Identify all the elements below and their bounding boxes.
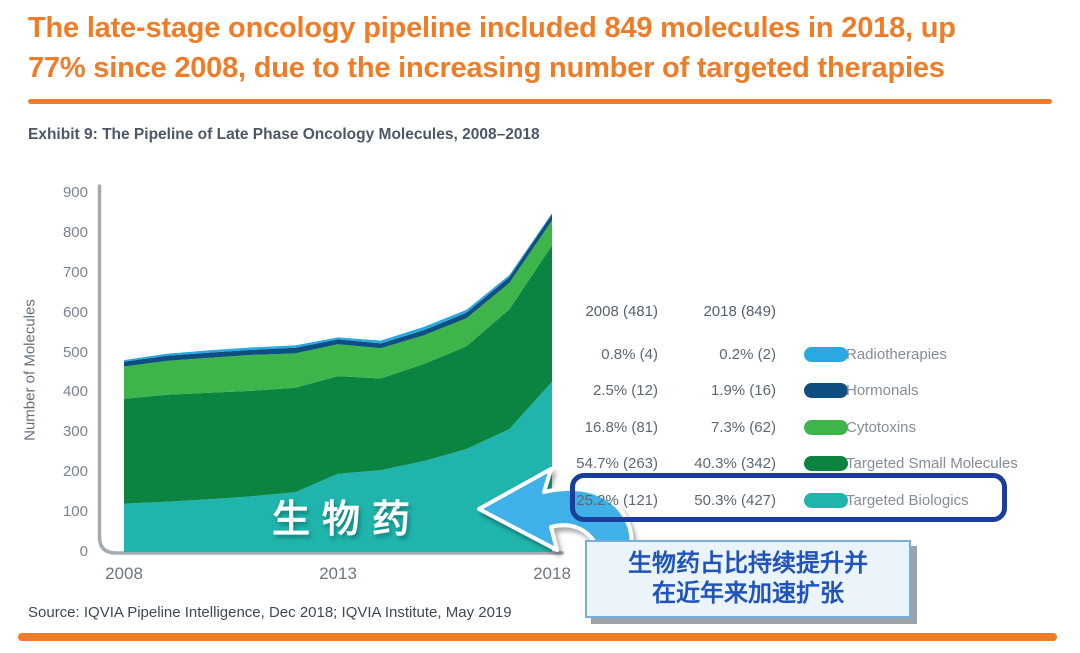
legend-label: Targeted Biologics (846, 491, 969, 509)
axis-lines (97, 184, 564, 555)
callout-line1: 生物药占比持续提升并 (628, 550, 868, 577)
legend-value-2018: 40.3% (342) (694, 454, 776, 472)
legend-value-2008: 0.8% (4) (601, 345, 658, 363)
legend-label: Hormonals (846, 381, 919, 399)
y-tick-label: 400 (62, 383, 88, 401)
bottom-divider (18, 633, 1057, 641)
biologics-callout-box: 生物药占比持续提升并 在近年来加速扩张 (585, 540, 911, 618)
legend-value-2018: 50.3% (427) (694, 491, 776, 509)
area-targeted-biologics (124, 381, 552, 552)
area-series-group (124, 213, 552, 552)
legend-row-hormonals: 2.5% (12) 1.9% (16) Hormonals (570, 379, 1022, 401)
legend-value-2018: 1.9% (16) (710, 381, 776, 399)
legend-value-2018: 7.3% (62) (710, 418, 776, 436)
legend-label: Cytotoxins (846, 418, 917, 436)
legend-label: Radiotherapies (846, 345, 947, 363)
x-tick-label: 2008 (105, 564, 143, 583)
y-tick-label: 300 (62, 423, 88, 441)
y-tick-label: 500 (62, 343, 88, 361)
legend-value-2008: 25.2% (121) (576, 491, 658, 509)
x-tick-label: 2013 (319, 564, 357, 583)
y-tick-label: 600 (62, 303, 88, 321)
legend-label: Targeted Small Molecules (846, 454, 1018, 472)
biologics-area-label: 生物药 (272, 499, 423, 541)
area-targeted-small-molecules (124, 245, 552, 504)
legend-value-2018: 0.2% (2) (719, 345, 776, 363)
legend-header: 2008 (481) 2018 (849) (570, 300, 1022, 322)
y-tick-label: 900 (62, 184, 88, 201)
page-title-line1: The late-stage oncology pipeline include… (28, 12, 956, 44)
y-tick-label: 200 (62, 463, 88, 481)
targeted-small-molecules-swatch-icon (804, 455, 848, 471)
y-axis-title: Number of Molecules (21, 299, 39, 441)
legend-row-targeted-small-molecules: 54.7% (263) 40.3% (342) Targeted Small M… (570, 452, 1022, 474)
legend-value-2008: 2.5% (12) (592, 381, 658, 399)
page-title-line2: 77% since 2008, due to the increasing nu… (28, 52, 945, 84)
targeted-biologics-swatch-icon (804, 492, 848, 508)
legend-value-2008: 54.7% (263) (576, 454, 658, 472)
legend-row-radiotherapies: 0.8% (4) 0.2% (2) Radiotherapies (570, 343, 1022, 365)
y-tick-label: 800 (62, 223, 88, 241)
y-tick-label: 100 (62, 503, 88, 521)
radiotherapies-swatch-icon (804, 346, 848, 362)
area-cytotoxins (124, 220, 552, 399)
legend-row-targeted-biologics: 25.2% (121) 50.3% (427) Targeted Biologi… (570, 489, 1022, 511)
y-tick-label: 0 (79, 543, 88, 560)
page-title: The late-stage oncology pipeline include… (28, 8, 1058, 88)
exhibit-title: Exhibit 9: The Pipeline of Late Phase On… (28, 126, 540, 143)
biologics-highlight-box (570, 473, 1007, 522)
legend-header-2008: 2008 (481) (585, 302, 658, 320)
callout-line2: 在近年来加速扩张 (652, 580, 844, 607)
legend-row-cytotoxins: 16.8% (81) 7.3% (62) Cytotoxins (570, 416, 1022, 438)
y-tick-label: 700 (62, 263, 88, 281)
top-divider (28, 99, 1052, 104)
legend-value-2008: 16.8% (81) (584, 418, 658, 436)
legend-header-2018: 2018 (849) (703, 302, 776, 320)
cytotoxins-swatch-icon (804, 419, 848, 435)
x-tick-label: 2018 (533, 564, 571, 583)
hormonals-swatch-icon (804, 382, 848, 398)
source-note: Source: IQVIA Pipeline Intelligence, Dec… (28, 604, 512, 621)
